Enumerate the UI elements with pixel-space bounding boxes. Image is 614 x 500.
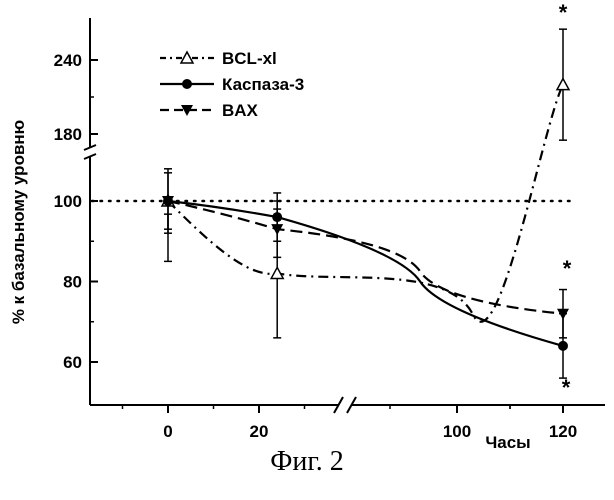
curves-layer (167, 84, 564, 347)
data-point (271, 224, 284, 236)
x-axis-break-mark (333, 396, 344, 414)
x-tick-label: 120 (549, 422, 577, 441)
data-point (555, 77, 571, 91)
legend-label: BCL-xl (222, 49, 277, 68)
y-tick-label: 100 (54, 192, 82, 211)
series-line (167, 84, 564, 323)
legend-label: BAX (222, 101, 259, 120)
x-tick-label: 0 (163, 422, 172, 441)
figure-caption: Фиг. 2 (270, 446, 344, 477)
significance-asterisk: * (559, 0, 568, 25)
y-axis-break-mark (83, 153, 97, 160)
y-tick-label: 60 (63, 353, 82, 372)
legend-marker (182, 79, 192, 89)
y-axis-break-mark (83, 144, 97, 151)
labels-layer: 60 80 100 180 240 0 20 100 120 Часы % к базальному… (9, 0, 577, 450)
x-axis-label: Часы (485, 433, 530, 450)
legend: BCL-xl Каспаза-3 BAX (160, 49, 304, 120)
legend-marker (181, 105, 193, 116)
y-tick-label: 80 (63, 273, 82, 292)
y-tick-label: 240 (54, 51, 82, 70)
series-line (167, 199, 564, 315)
x-tick-label: 100 (443, 422, 471, 441)
data-point (558, 340, 568, 351)
data-point (269, 265, 285, 280)
data-point (272, 212, 283, 223)
legend-label: Каспаза-3 (222, 75, 304, 94)
x-axis-break-mark (346, 396, 357, 414)
significance-asterisk: * (562, 375, 571, 400)
y-tick-label: 180 (54, 125, 82, 144)
markers-layer (160, 77, 571, 351)
axes (83, 18, 605, 414)
data-point (162, 196, 174, 207)
legend-marker (179, 50, 195, 64)
x-tick-label: 20 (250, 422, 269, 441)
chart: BCL-xl Каспаза-3 BAX 60 80 100 180 240 0 20 100 12… (9, 0, 605, 450)
y-axis-label: % к базальному уровню (9, 120, 28, 324)
series-line (167, 199, 564, 347)
data-point (557, 308, 569, 320)
significance-asterisk: * (563, 256, 572, 281)
